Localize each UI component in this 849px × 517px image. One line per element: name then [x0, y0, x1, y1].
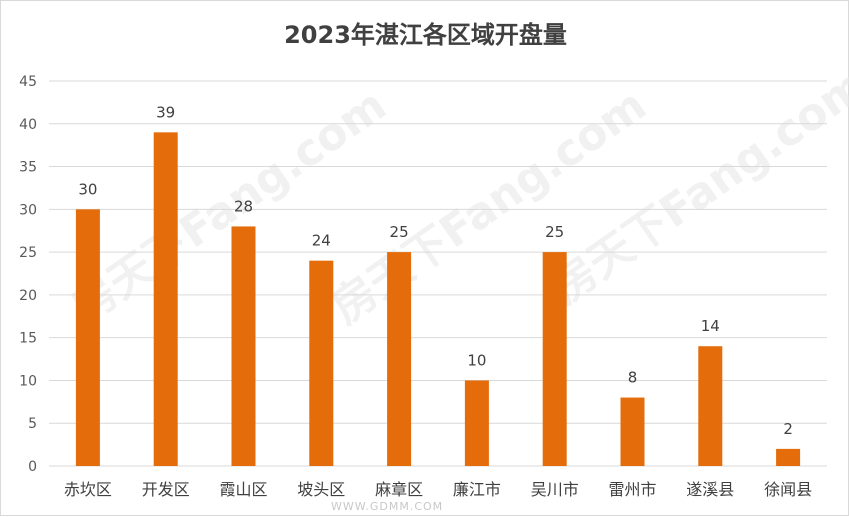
- bar: [776, 448, 801, 466]
- x-tick-label: 遂溪县: [686, 480, 734, 499]
- x-tick-label: 吴川市: [531, 480, 579, 499]
- bar: [542, 252, 567, 466]
- x-tick-label: 雷州市: [608, 480, 656, 499]
- data-label: 8: [628, 369, 638, 387]
- data-label: 39: [156, 103, 175, 121]
- watermark-bottom: WWW.GDMM.COM: [331, 500, 444, 513]
- y-tick-label: 45: [19, 74, 37, 90]
- bar: [231, 226, 256, 466]
- x-tick-label: 麻章区: [375, 480, 423, 499]
- x-tick-label: 坡头区: [297, 480, 345, 499]
- bar: [698, 346, 723, 466]
- data-label: 10: [467, 351, 486, 369]
- y-tick-label: 35: [19, 160, 37, 176]
- bar: [464, 380, 489, 466]
- data-label: 25: [390, 223, 409, 241]
- y-tick-label: 0: [28, 459, 37, 475]
- y-tick-label: 25: [19, 245, 37, 261]
- bar: [620, 397, 645, 466]
- y-tick-label: 15: [19, 331, 37, 347]
- y-tick-label: 5: [28, 416, 37, 432]
- x-tick-label: 赤坎区: [64, 480, 112, 499]
- data-label: 25: [545, 223, 564, 241]
- x-tick-label: 廉江市: [453, 480, 501, 499]
- x-tick-label: 霞山区: [219, 480, 267, 499]
- data-label: 2: [783, 420, 793, 438]
- y-tick-label: 30: [19, 202, 37, 218]
- y-tick-label: 10: [19, 373, 37, 389]
- x-tick-label: 徐闻县: [764, 480, 812, 499]
- data-label: 30: [78, 180, 97, 198]
- chart-title: 2023年湛江各区域开盘量: [284, 21, 567, 49]
- x-tick-label: 开发区: [142, 480, 190, 499]
- bar: [387, 252, 412, 466]
- data-label: 14: [701, 317, 720, 335]
- bar: [153, 132, 178, 467]
- y-tick-label: 20: [19, 288, 37, 304]
- bar: [309, 260, 334, 466]
- y-tick-label: 40: [19, 117, 37, 133]
- data-label: 28: [234, 197, 253, 215]
- data-label: 24: [312, 232, 331, 250]
- bar: [75, 209, 100, 467]
